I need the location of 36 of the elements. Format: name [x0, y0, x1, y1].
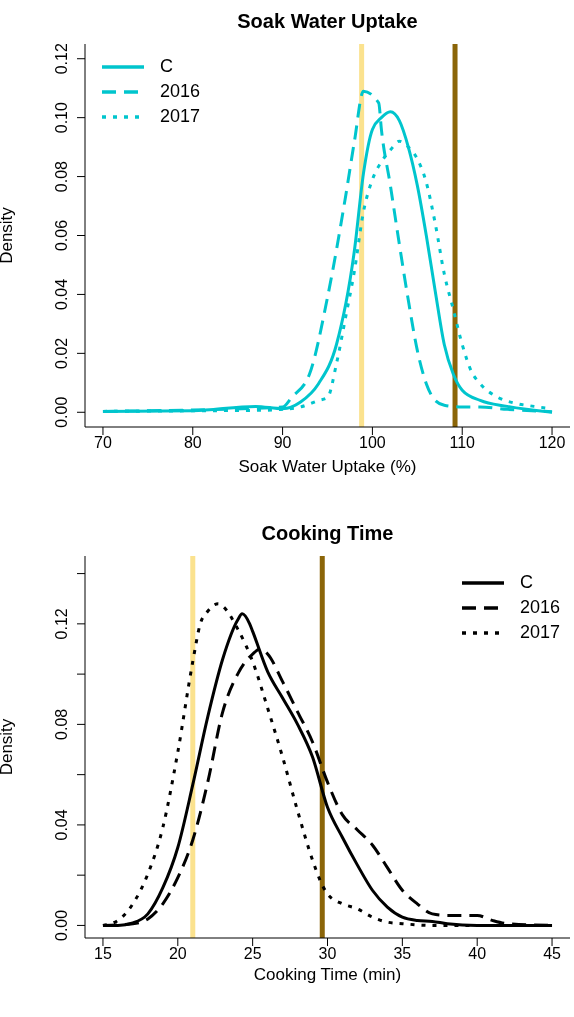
y-axis-title: Density: [0, 718, 17, 776]
y-tick-label: 0.00: [53, 909, 70, 941]
chart-title: Soak Water Uptake: [236, 10, 419, 33]
y-tick-label: 0.08: [53, 160, 70, 193]
x-tick-label: 110: [449, 434, 476, 452]
y-tick-label: 0.10: [53, 101, 70, 134]
legend-label: C: [160, 56, 173, 77]
x-axis-title: Cooking Time (min): [253, 965, 402, 984]
x-tick-label: 20: [168, 945, 187, 963]
x-tick-label: 25: [243, 945, 262, 963]
x-tick-label: 40: [468, 945, 487, 963]
y-tick-label: 0.08: [53, 708, 70, 740]
x-tick-label: 100: [359, 434, 386, 452]
legend-label: 2016: [519, 597, 560, 618]
x-tick-label: 30: [318, 945, 337, 963]
legend-label: 2017: [519, 622, 560, 643]
y-tick-label: 0.12: [53, 608, 70, 640]
x-tick-label: 90: [273, 434, 292, 452]
x-tick-label: 15: [94, 945, 112, 963]
y-tick-label: 0.02: [53, 337, 70, 369]
x-tick-label: 120: [538, 434, 566, 452]
x-tick-label: 45: [543, 945, 562, 963]
y-tick-label: 0.04: [53, 278, 70, 310]
y-tick-label: 0.04: [53, 809, 70, 841]
chart-title: Cooking Time: [260, 522, 395, 545]
y-tick-label: 0.06: [53, 219, 70, 252]
legend-label: 2017: [160, 106, 201, 127]
x-tick-label: 70: [94, 434, 112, 452]
legend-label: 2016: [160, 81, 201, 102]
legend-label: C: [519, 572, 533, 593]
y-axis-title: Density: [0, 206, 17, 264]
x-axis-title: Soak Water Uptake (%): [238, 457, 417, 476]
y-tick-label: 0.00: [53, 396, 70, 428]
x-tick-label: 35: [393, 945, 412, 963]
y-tick-label: 0.12: [53, 43, 70, 75]
x-tick-label: 80: [183, 434, 202, 452]
